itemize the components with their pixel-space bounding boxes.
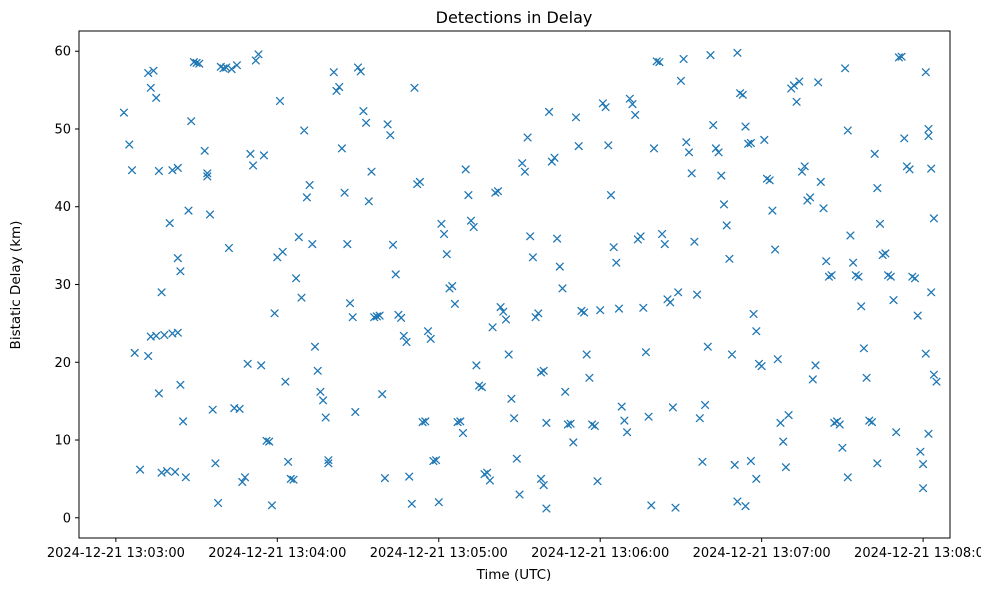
y-tick-label: 60 — [54, 45, 71, 60]
x-tick-label: 2024-12-21 13:07:00 — [693, 546, 831, 561]
chart-title: Detections in Delay — [436, 8, 593, 27]
y-tick-label: 30 — [54, 278, 71, 293]
x-axis-label: Time (UTC) — [476, 567, 552, 583]
scatter-points — [119, 48, 941, 513]
scatter-series — [119, 48, 941, 513]
x-tick-label: 2024-12-21 13:08:00 — [854, 546, 981, 561]
x-tick-label: 2024-12-21 13:03:00 — [47, 546, 185, 561]
x-tick-label: 2024-12-21 13:04:00 — [208, 546, 346, 561]
y-axis-label: Bistatic Delay (km) — [8, 221, 24, 350]
x-tick-label: 2024-12-21 13:05:00 — [370, 546, 508, 561]
y-tick-label: 40 — [54, 200, 71, 215]
y-tick-label: 10 — [54, 434, 71, 449]
y-tick-label: 0 — [63, 511, 71, 526]
y-tick-label: 20 — [54, 356, 71, 371]
x-tick-label: 2024-12-21 13:06:00 — [531, 546, 669, 561]
axes: 2024-12-21 13:03:00 2024-12-21 13:04:00 20… — [47, 30, 981, 561]
plot-spines — [78, 30, 951, 539]
y-tick-label: 50 — [54, 122, 71, 137]
